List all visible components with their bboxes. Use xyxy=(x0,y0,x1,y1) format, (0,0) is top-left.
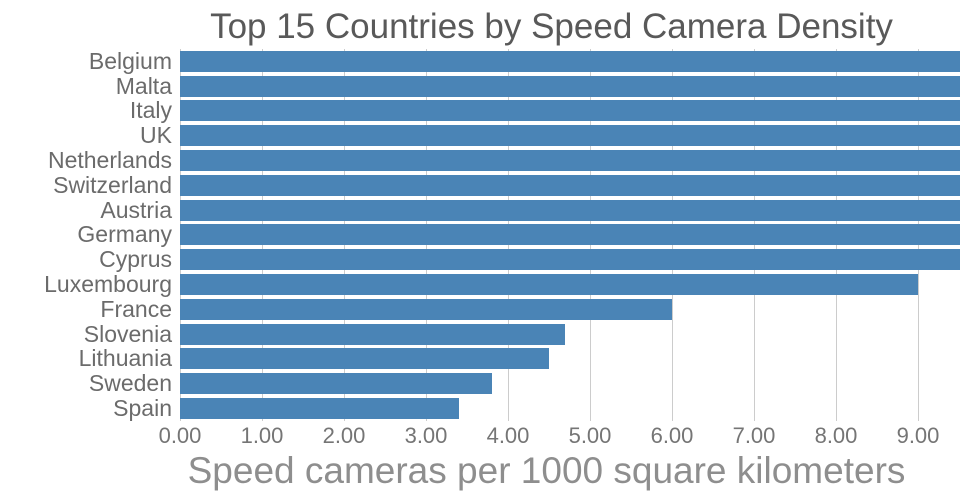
bar-uk xyxy=(180,125,960,147)
category-row: Slovenia xyxy=(0,322,172,347)
x-tick-label: 1.00 xyxy=(240,423,284,448)
bar-row xyxy=(180,148,960,173)
bar-row xyxy=(180,74,960,99)
bar-row xyxy=(180,49,960,74)
bar-row xyxy=(180,99,960,124)
category-row: France xyxy=(0,297,172,322)
category-row: Sweden xyxy=(0,371,172,396)
bar-netherlands xyxy=(180,150,960,172)
bar-row xyxy=(180,371,960,396)
bar-row xyxy=(180,272,960,297)
x-tick-label: 6.00 xyxy=(650,423,694,448)
category-label: Germany xyxy=(77,221,172,248)
category-label: Slovenia xyxy=(83,320,172,347)
y-axis-category-labels: Belgium Malta Italy UK Netherlands Switzerlan… xyxy=(0,49,172,421)
bar-row xyxy=(180,247,960,272)
bar-cyprus xyxy=(180,249,960,271)
category-label: Netherlands xyxy=(47,147,172,174)
bar-switzerland xyxy=(180,174,960,196)
category-row: Netherlands xyxy=(0,148,172,173)
category-label: Lithuania xyxy=(78,345,172,372)
bar-italy xyxy=(180,100,960,122)
bar-row xyxy=(180,223,960,248)
category-label: Italy xyxy=(129,97,172,124)
x-tick-label: 4.00 xyxy=(486,423,530,448)
bar-row xyxy=(180,347,960,372)
category-label: Malta xyxy=(115,72,172,99)
category-row: Luxembourg xyxy=(0,272,172,297)
bar-row xyxy=(180,297,960,322)
category-row: Switzerland xyxy=(0,173,172,198)
category-row: Italy xyxy=(0,99,172,124)
bar-austria xyxy=(180,199,960,221)
category-row: Malta xyxy=(0,74,172,99)
bar-france xyxy=(180,298,672,320)
category-row: Spain xyxy=(0,396,172,421)
bar-sweden xyxy=(180,373,492,395)
category-label: Cyprus xyxy=(99,246,172,273)
category-label: Luxembourg xyxy=(44,271,172,298)
x-tick-label: 8.00 xyxy=(814,423,858,448)
bar-row xyxy=(180,198,960,223)
category-label: Sweden xyxy=(88,370,172,397)
x-tick-label: 2.00 xyxy=(322,423,366,448)
category-label: Austria xyxy=(100,196,172,223)
x-tick-label: 5.00 xyxy=(568,423,612,448)
bar-belgium xyxy=(180,50,960,72)
category-row: Germany xyxy=(0,223,172,248)
x-tick-label: 3.00 xyxy=(404,423,448,448)
category-label: Switzerland xyxy=(53,171,172,198)
bar-spain xyxy=(180,398,459,420)
category-row: Belgium xyxy=(0,49,172,74)
x-tick-label: 7.00 xyxy=(732,423,776,448)
category-label: France xyxy=(100,295,172,322)
bar-row xyxy=(180,396,960,421)
category-label: Spain xyxy=(113,395,172,422)
bar-slovenia xyxy=(180,323,566,345)
category-row: UK xyxy=(0,123,172,148)
bar-row xyxy=(180,173,960,198)
bar-germany xyxy=(180,224,960,246)
category-row: Austria xyxy=(0,198,172,223)
category-row: Cyprus xyxy=(0,247,172,272)
plot-area xyxy=(180,49,960,421)
x-tick-label: 9.00 xyxy=(896,423,940,448)
bar-lithuania xyxy=(180,348,549,370)
bar-malta xyxy=(180,75,960,97)
category-label: UK xyxy=(140,122,172,149)
bars-layer xyxy=(180,49,960,421)
category-label: Belgium xyxy=(88,47,172,74)
x-axis-label: Speed cameras per 1000 square kilometers xyxy=(187,450,906,491)
x-tick-label: 0.00 xyxy=(158,423,202,448)
bar-row xyxy=(180,123,960,148)
bar-row xyxy=(180,322,960,347)
bar-luxembourg xyxy=(180,274,918,296)
chart-title: Top 15 Countries by Speed Camera Density xyxy=(210,7,893,46)
category-row: Lithuania xyxy=(0,347,172,372)
